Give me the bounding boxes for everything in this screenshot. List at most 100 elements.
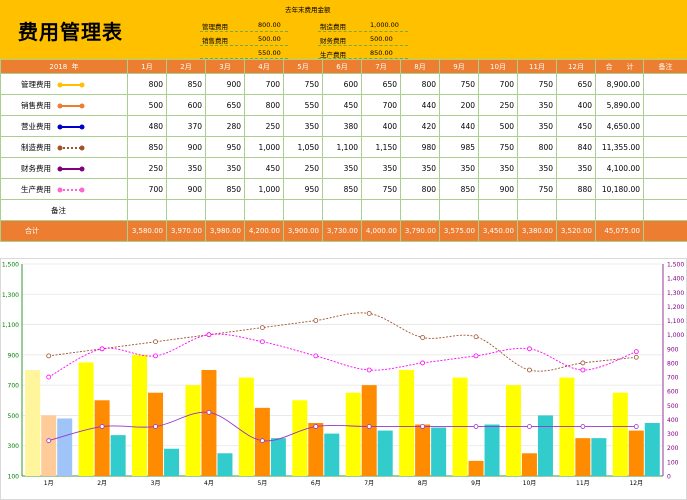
table-cell[interactable]	[439, 199, 479, 221]
table-cell[interactable]: 950	[205, 136, 245, 158]
table-cell[interactable]: 750	[361, 178, 401, 200]
note-label[interactable]: 备注	[0, 199, 128, 221]
table-cell[interactable]: 350	[361, 157, 401, 179]
table-cell[interactable]	[127, 199, 167, 221]
month-header[interactable]: 9月	[439, 59, 479, 74]
month-total[interactable]: 3,580.00	[127, 220, 167, 242]
table-cell[interactable]	[643, 115, 687, 137]
table-cell[interactable]	[205, 199, 245, 221]
table-cell[interactable]: 440	[400, 94, 440, 116]
table-cell[interactable]: 450	[244, 157, 284, 179]
table-cell[interactable]	[166, 199, 206, 221]
table-cell[interactable]: 900	[205, 73, 245, 95]
table-cell[interactable]: 350	[478, 157, 518, 179]
month-total[interactable]: 3,790.00	[400, 220, 440, 242]
table-cell[interactable]: 370	[166, 115, 206, 137]
month-header[interactable]: 3月	[205, 59, 245, 74]
row-total[interactable]: 4,100.00	[595, 157, 644, 179]
expense-chart[interactable]: 100 300 500 700 900 1,100 1,300 1,500 0 100 200 300…	[0, 258, 687, 500]
row-label-cell[interactable]: 管理费用	[0, 73, 128, 95]
month-total[interactable]: 3,730.00	[322, 220, 362, 242]
total-label[interactable]: 合计	[0, 220, 128, 242]
table-cell[interactable]	[556, 199, 596, 221]
table-cell[interactable]: 900	[166, 178, 206, 200]
month-header[interactable]: 11月	[517, 59, 557, 74]
month-header[interactable]: 4月	[244, 59, 284, 74]
table-cell[interactable]: 350	[166, 157, 206, 179]
row-total[interactable]: 10,180.00	[595, 178, 644, 200]
note-header[interactable]: 备注	[643, 59, 687, 74]
row-total[interactable]: 8,900.00	[595, 73, 644, 95]
table-cell[interactable]: 900	[478, 178, 518, 200]
table-cell[interactable]: 850	[166, 73, 206, 95]
table-cell[interactable]: 440	[439, 115, 479, 137]
table-cell[interactable]: 350	[205, 157, 245, 179]
table-cell[interactable]	[643, 136, 687, 158]
row-label-cell[interactable]: 财务费用	[0, 157, 128, 179]
table-cell[interactable]	[643, 178, 687, 200]
table-cell[interactable]	[478, 199, 518, 221]
table-cell[interactable]	[643, 94, 687, 116]
table-cell[interactable]: 750	[283, 73, 323, 95]
table-cell[interactable]	[361, 199, 401, 221]
table-cell[interactable]: 250	[244, 115, 284, 137]
table-cell[interactable]: 350	[439, 157, 479, 179]
table-cell[interactable]: 380	[322, 115, 362, 137]
month-total[interactable]: 4,000.00	[361, 220, 401, 242]
table-cell[interactable]: 350	[517, 115, 557, 137]
table-cell[interactable]: 1,000	[244, 178, 284, 200]
table-cell[interactable]: 450	[556, 115, 596, 137]
table-cell[interactable]: 880	[556, 178, 596, 200]
table-cell[interactable]: 1,000	[244, 136, 284, 158]
table-cell[interactable]: 800	[244, 94, 284, 116]
table-cell[interactable]	[244, 199, 284, 221]
table-cell[interactable]: 850	[127, 136, 167, 158]
table-cell[interactable]	[283, 199, 323, 221]
month-total[interactable]: 3,980.00	[205, 220, 245, 242]
row-label-cell[interactable]: 生产费用	[0, 178, 128, 200]
table-cell[interactable]: 1,050	[283, 136, 323, 158]
month-header[interactable]: 2月	[166, 59, 206, 74]
month-header[interactable]: 7月	[361, 59, 401, 74]
table-cell[interactable]: 750	[478, 136, 518, 158]
table-cell[interactable]: 350	[517, 94, 557, 116]
total-header[interactable]: 合 计	[595, 59, 644, 74]
table-cell[interactable]: 800	[400, 73, 440, 95]
table-cell[interactable]: 600	[322, 73, 362, 95]
table-cell[interactable]: 950	[283, 178, 323, 200]
table-cell[interactable]: 350	[517, 157, 557, 179]
table-cell[interactable]: 850	[439, 178, 479, 200]
table-cell[interactable]: 250	[478, 94, 518, 116]
table-cell[interactable]: 250	[127, 157, 167, 179]
table-cell[interactable]: 840	[556, 136, 596, 158]
grand-total[interactable]: 45,075.00	[595, 220, 644, 242]
table-cell[interactable]: 550	[283, 94, 323, 116]
table-cell[interactable]: 980	[400, 136, 440, 158]
table-cell[interactable]: 500	[478, 115, 518, 137]
table-cell[interactable]: 400	[361, 115, 401, 137]
row-label-cell[interactable]: 营业费用	[0, 115, 128, 137]
table-cell[interactable]: 800	[517, 136, 557, 158]
table-cell[interactable]	[517, 199, 557, 221]
month-header[interactable]: 5月	[283, 59, 323, 74]
table-cell[interactable]: 750	[517, 178, 557, 200]
month-total[interactable]: 3,520.00	[556, 220, 596, 242]
year-header[interactable]: 2018 年	[0, 59, 128, 74]
table-cell[interactable]: 350	[400, 157, 440, 179]
table-cell[interactable]	[643, 157, 687, 179]
table-cell[interactable]: 1,150	[361, 136, 401, 158]
table-cell[interactable]: 750	[517, 73, 557, 95]
table-cell[interactable]: 250	[283, 157, 323, 179]
month-header[interactable]: 10月	[478, 59, 518, 74]
table-cell[interactable]: 420	[400, 115, 440, 137]
table-cell[interactable]: 450	[322, 94, 362, 116]
table-cell[interactable]: 700	[478, 73, 518, 95]
row-label-cell[interactable]: 销售费用	[0, 94, 128, 116]
table-cell[interactable]: 700	[127, 178, 167, 200]
table-cell[interactable]: 700	[244, 73, 284, 95]
table-cell[interactable]: 985	[439, 136, 479, 158]
table-cell[interactable]: 900	[166, 136, 206, 158]
table-cell[interactable]: 500	[127, 94, 167, 116]
table-cell[interactable]	[643, 220, 687, 242]
month-header[interactable]: 1月	[127, 59, 167, 74]
